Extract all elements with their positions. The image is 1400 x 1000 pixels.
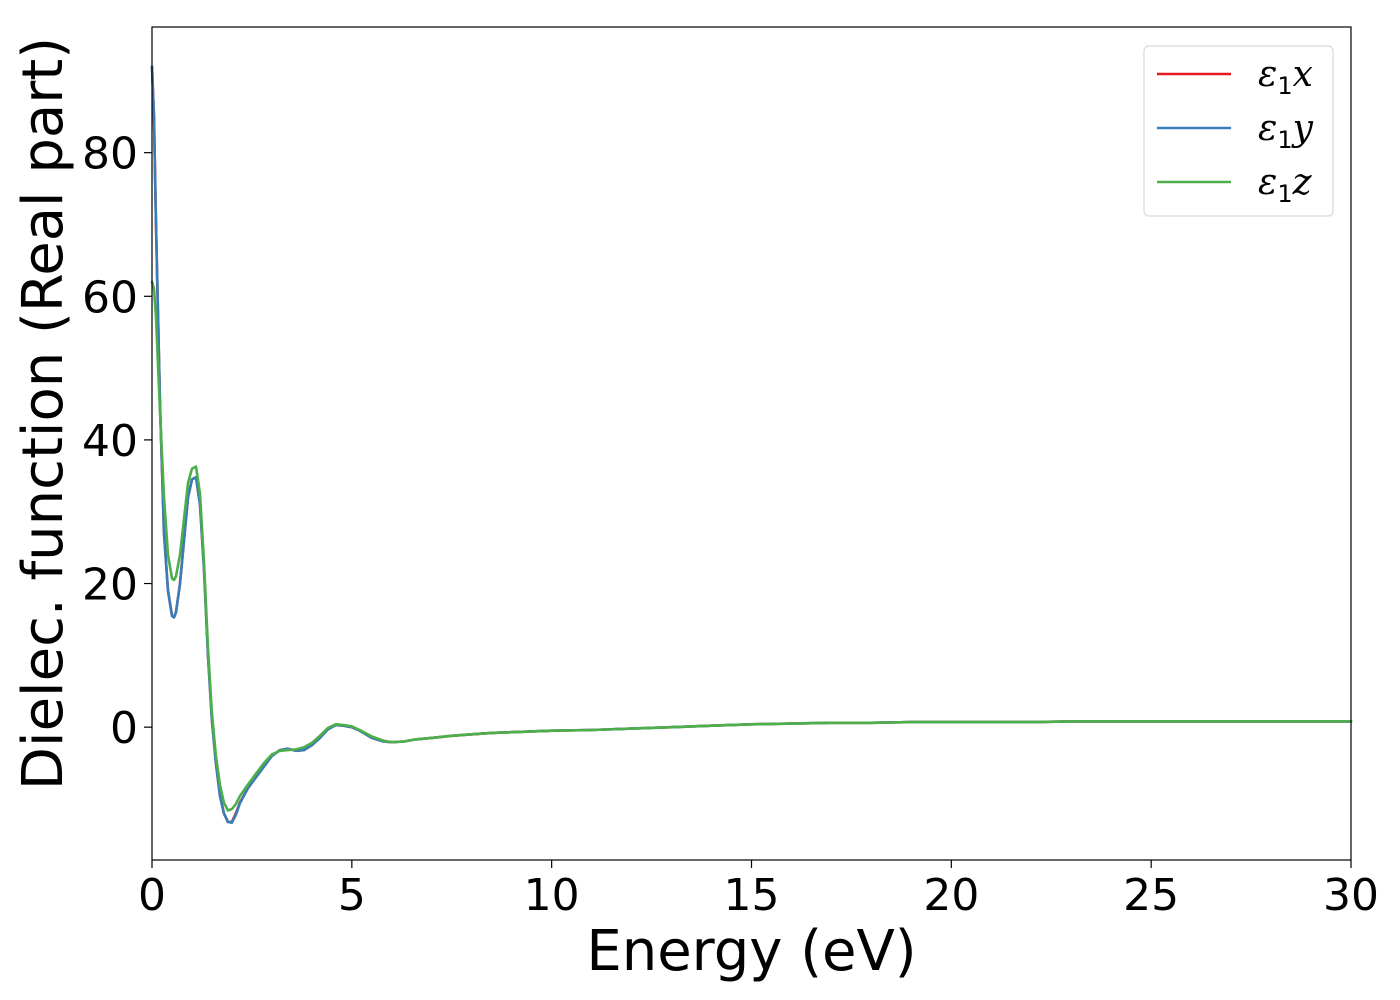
legend-label-y: ε1y bbox=[1258, 108, 1314, 154]
legend-box bbox=[1143, 45, 1334, 217]
y-tick-label: 80 bbox=[82, 129, 138, 180]
x-tick-label: 20 bbox=[923, 870, 979, 921]
y-tick-label: 0 bbox=[110, 703, 138, 754]
y-axis: 0 20 40 60 80 bbox=[82, 129, 152, 754]
legend-label-x: ε1x bbox=[1258, 54, 1313, 100]
x-tick-label: 25 bbox=[1123, 870, 1179, 921]
x-axis: 0 5 10 15 20 25 30 bbox=[138, 860, 1379, 921]
x-tick-label: 30 bbox=[1323, 870, 1379, 921]
legend: ε1x ε1y ε1z bbox=[1143, 45, 1334, 217]
series-layer bbox=[150, 65, 1353, 824]
x-tick-label: 15 bbox=[724, 870, 780, 921]
legend-label-z: ε1z bbox=[1258, 162, 1313, 208]
series-line-z bbox=[150, 280, 1353, 812]
y-tick-label: 60 bbox=[82, 272, 138, 323]
y-axis-label: Dielec. function (Real part) bbox=[11, 37, 76, 790]
x-tick-label: 10 bbox=[524, 870, 580, 921]
y-tick-label: 40 bbox=[82, 416, 138, 467]
y-tick-label: 20 bbox=[82, 560, 138, 611]
x-tick-label: 0 bbox=[138, 870, 166, 921]
x-tick-label: 5 bbox=[338, 870, 366, 921]
x-axis-label: Energy (eV) bbox=[586, 919, 916, 984]
